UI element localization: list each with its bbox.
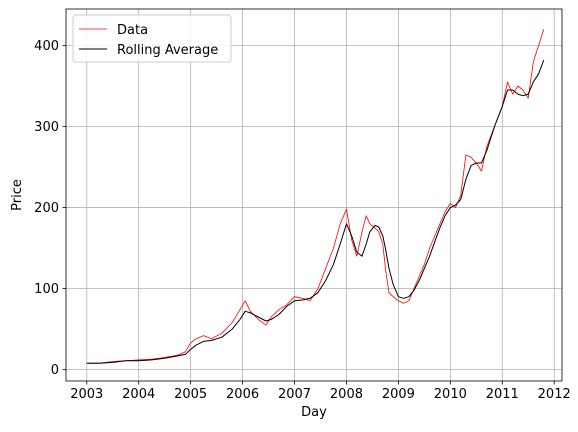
x-tick-label: 2010 — [434, 387, 467, 402]
legend-label-rolling-average: Rolling Average — [117, 43, 218, 58]
x-tick-label: 2003 — [70, 387, 103, 402]
x-tick-label: 2006 — [226, 387, 259, 402]
x-tick-label: 2012 — [538, 387, 571, 402]
series-line-rolling-average — [86, 59, 545, 364]
series-layer — [86, 29, 545, 364]
y-tick-label: 400 — [34, 39, 59, 54]
y-tick-label: 0 — [51, 363, 59, 378]
x-tick-label: 2007 — [278, 387, 311, 402]
x-axis-ticks: 2003 2004 2005 2006 2007 2008 2009 2010 2011 2012 — [70, 381, 571, 402]
y-tick-label: 100 — [34, 282, 59, 297]
y-axis-ticks: 0 100 200 300 400 — [34, 39, 66, 378]
legend: Data Rolling Average — [72, 14, 232, 63]
x-tick-label: 2004 — [122, 387, 155, 402]
y-tick-label: 200 — [34, 201, 59, 216]
grid — [66, 9, 562, 381]
legend-box — [72, 14, 232, 63]
legend-label-data: Data — [117, 23, 148, 38]
x-tick-label: 2005 — [174, 387, 207, 402]
x-tick-label: 2009 — [382, 387, 415, 402]
x-axis-label: Day — [301, 405, 327, 420]
plot-area-frame — [65, 8, 563, 382]
x-tick-label: 2011 — [486, 387, 519, 402]
x-tick-label: 2008 — [330, 387, 363, 402]
y-tick-label: 300 — [34, 120, 59, 135]
series-line-data — [86, 29, 545, 364]
y-axis-label: Price — [10, 179, 25, 211]
